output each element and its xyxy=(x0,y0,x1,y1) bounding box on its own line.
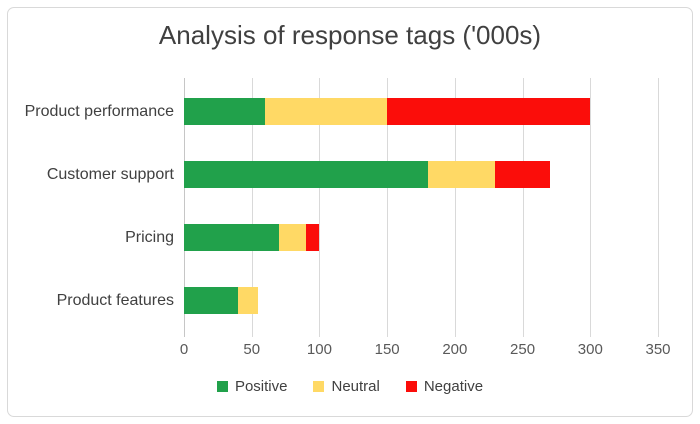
x-tick-label: 300 xyxy=(577,341,603,358)
legend: Positive Neutral Negative xyxy=(0,376,700,396)
legend-item-positive: Positive xyxy=(216,377,288,395)
category-label-product-performance: Product performance xyxy=(24,102,174,120)
bar-product-performance-negative xyxy=(387,98,591,125)
legend-label-positive: Positive xyxy=(234,377,288,395)
y-axis-line xyxy=(184,78,185,337)
x-tick-label: 150 xyxy=(374,341,400,358)
bar-pricing-negative xyxy=(305,224,320,251)
legend-label-neutral: Neutral xyxy=(331,377,380,395)
legend-swatch-negative xyxy=(405,380,417,392)
gridline xyxy=(522,78,524,337)
bar-customer-support-negative xyxy=(495,161,550,188)
gridline xyxy=(590,78,592,337)
bar-pricing-neutral xyxy=(278,224,306,251)
chart-frame xyxy=(7,7,693,417)
bar-product-features-neutral xyxy=(238,287,259,314)
x-tick-label: 100 xyxy=(306,341,332,358)
gridline xyxy=(387,78,389,337)
category-label-customer-support: Customer support xyxy=(46,165,174,183)
bar-product-performance-neutral xyxy=(265,98,388,125)
legend-swatch-positive xyxy=(216,380,228,392)
x-tick-label: 0 xyxy=(179,341,189,358)
gridline xyxy=(658,78,659,337)
gridline xyxy=(454,78,456,337)
legend-label-negative: Negative xyxy=(423,377,484,395)
bar-product-performance-positive xyxy=(184,98,266,125)
gridline xyxy=(319,78,321,337)
bar-customer-support-positive xyxy=(184,161,428,188)
legend-item-negative: Negative xyxy=(405,377,484,395)
category-label-product-features: Product features xyxy=(56,291,174,309)
legend-item-neutral: Neutral xyxy=(313,377,380,395)
x-tick-label: 250 xyxy=(510,341,536,358)
bar-pricing-positive xyxy=(184,224,279,251)
x-tick-label: 50 xyxy=(243,341,261,358)
chart-title: Analysis of response tags ('000s) xyxy=(158,20,542,50)
gridline xyxy=(251,78,253,337)
category-label-pricing: Pricing xyxy=(125,228,174,246)
legend-swatch-neutral xyxy=(313,380,325,392)
bar-product-features-positive xyxy=(184,287,239,314)
x-tick-label: 350 xyxy=(645,341,671,358)
x-tick-label: 200 xyxy=(442,341,468,358)
bar-customer-support-neutral xyxy=(427,161,496,188)
